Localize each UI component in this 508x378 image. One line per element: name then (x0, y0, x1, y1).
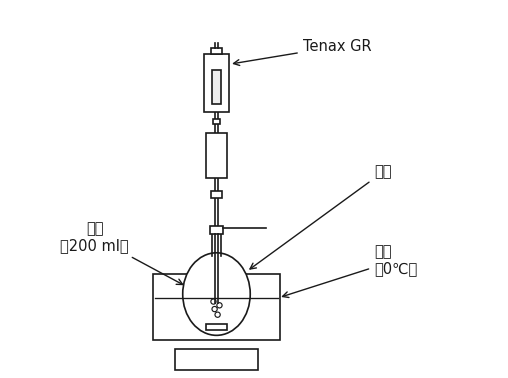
Bar (206, 324, 227, 330)
Bar (211, 48, 221, 54)
Bar (153, 274, 280, 340)
Bar (213, 119, 220, 124)
Bar (204, 54, 229, 112)
Bar (206, 133, 227, 178)
Ellipse shape (183, 253, 250, 335)
Bar (210, 226, 223, 234)
Bar (212, 70, 221, 104)
Bar (211, 191, 222, 198)
Text: 氮气: 氮气 (250, 164, 392, 269)
Text: 噌酒
（200 ml）: 噌酒 （200 ml） (60, 221, 183, 285)
Text: Tenax GR: Tenax GR (234, 39, 371, 65)
Text: 水浴
（0℃）: 水浴 （0℃） (282, 244, 417, 297)
Bar (175, 349, 258, 370)
